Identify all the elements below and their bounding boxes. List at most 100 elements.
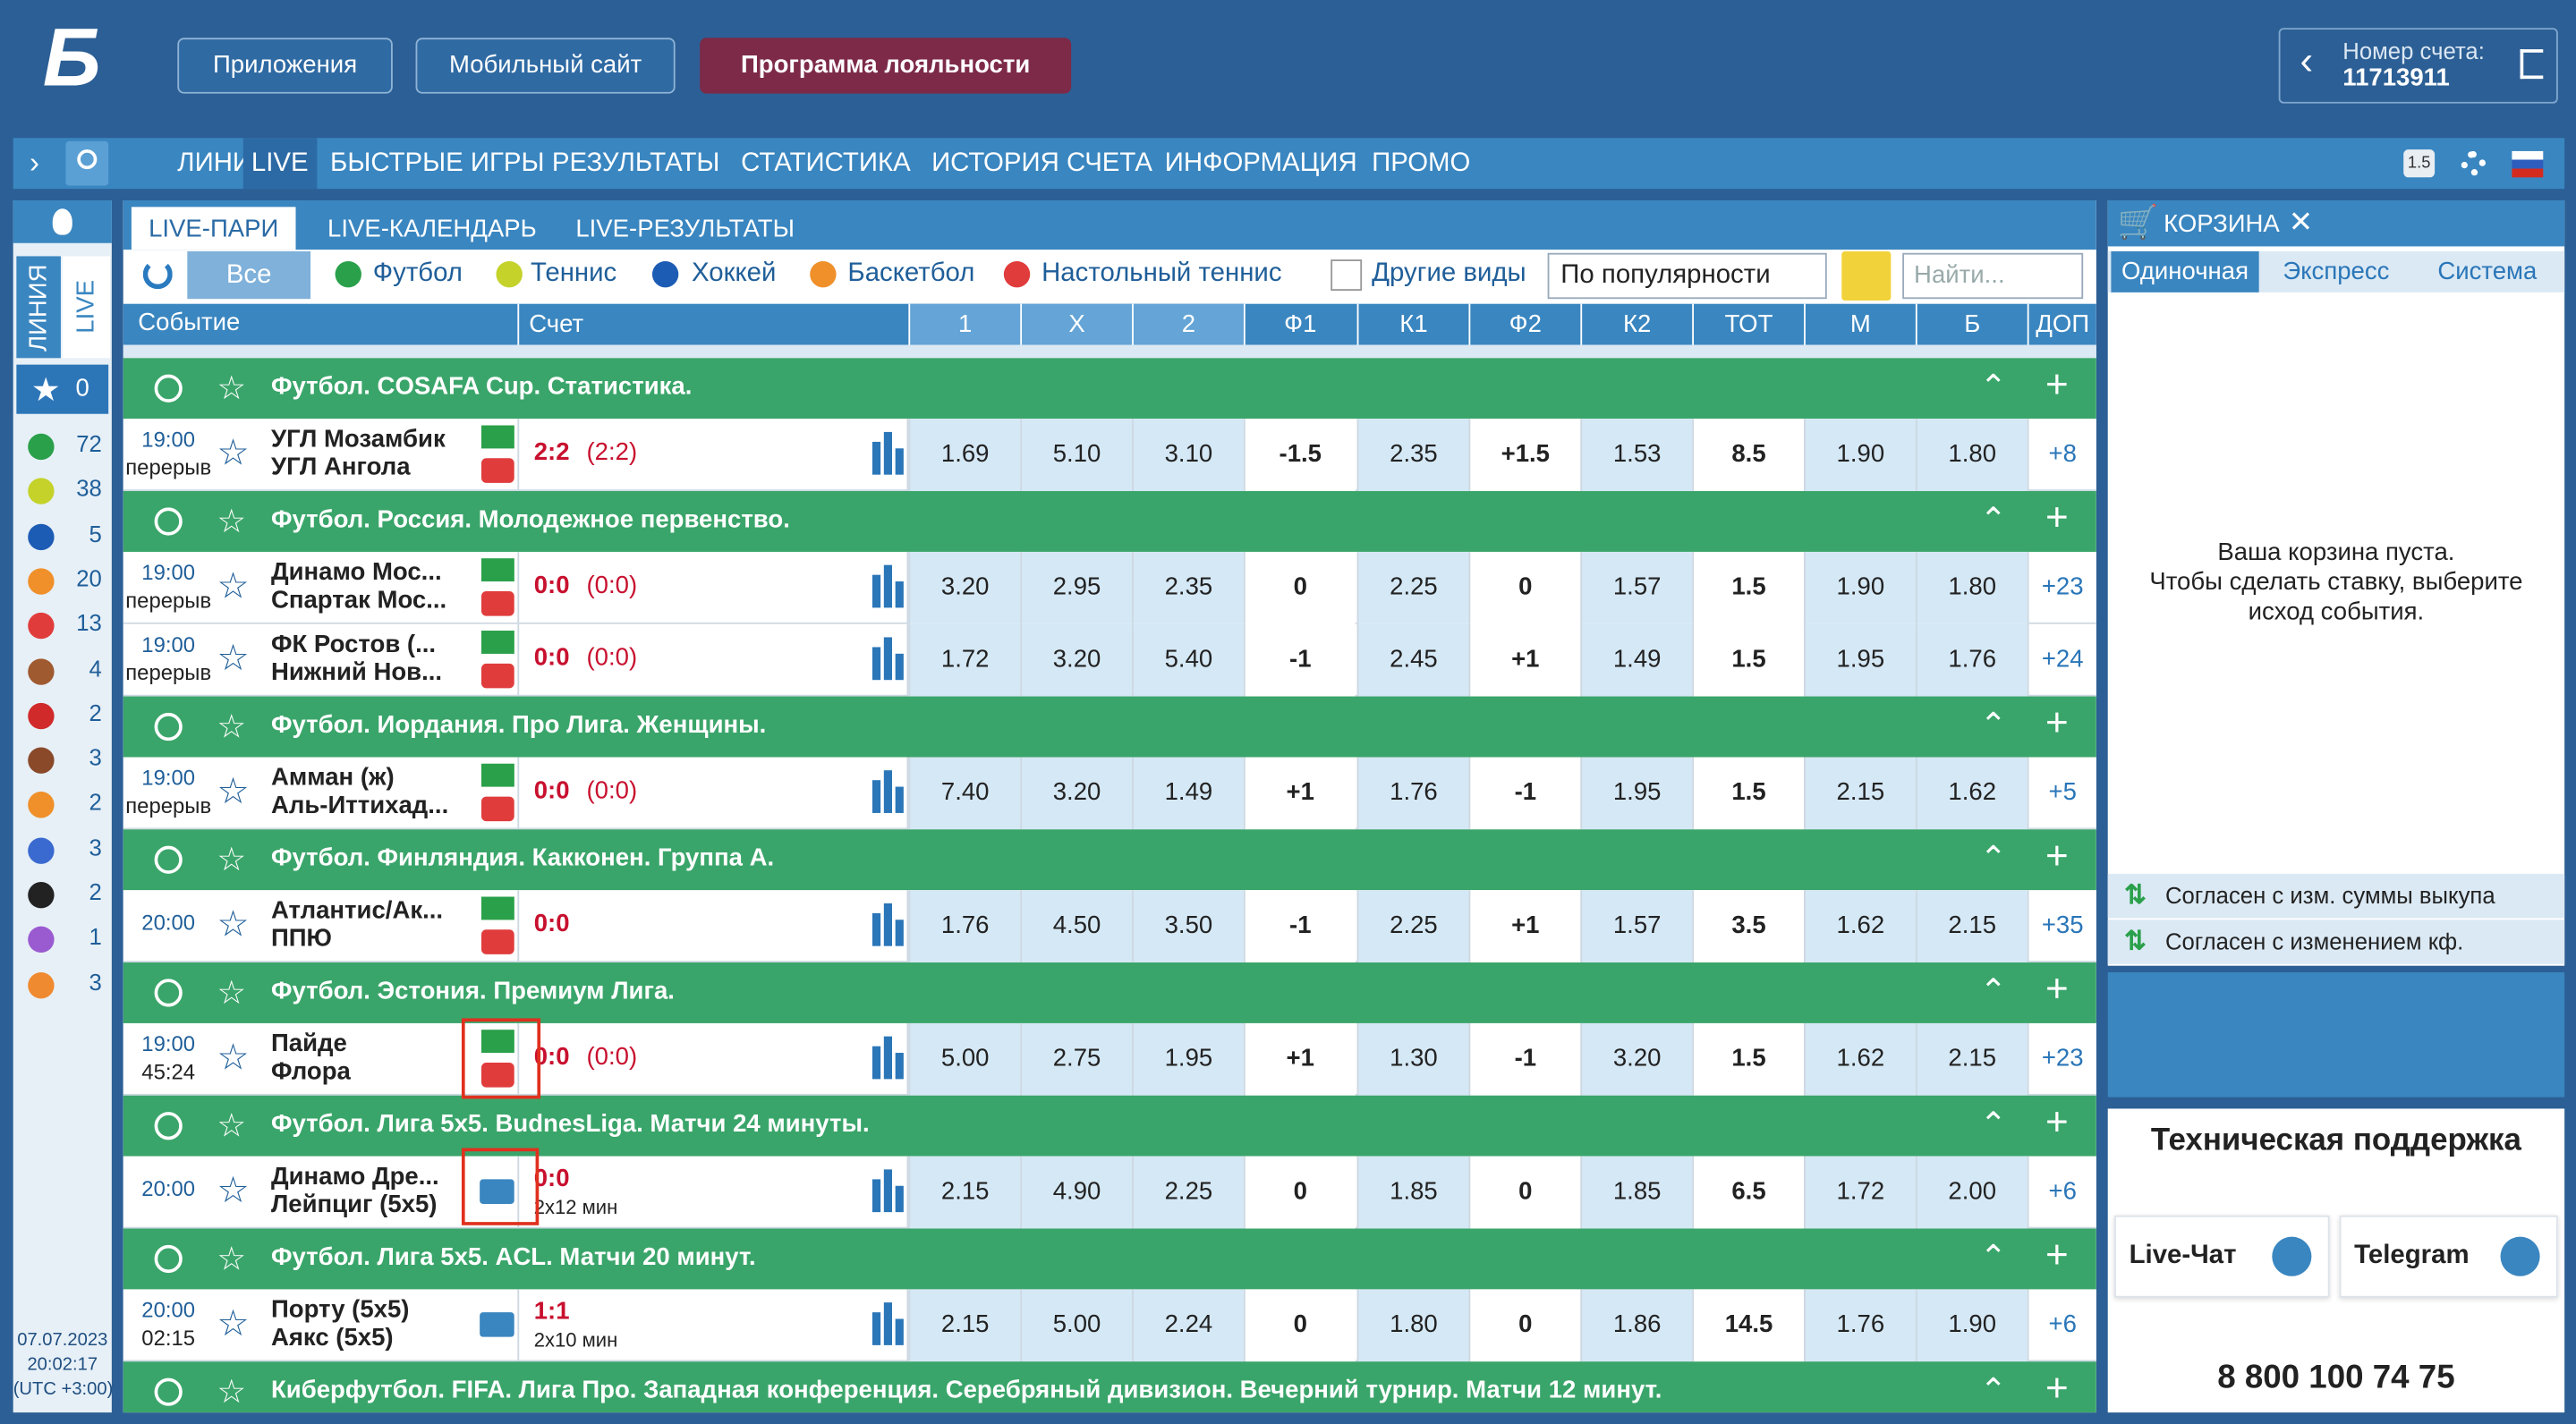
stats-icon[interactable] [871, 1046, 881, 1080]
support-button[interactable]: Telegram [2339, 1215, 2558, 1298]
odds-cell[interactable]: 1.95 [1132, 1022, 1244, 1096]
odds-cell[interactable]: 1.76 [1356, 757, 1469, 830]
expand-icon[interactable]: + [2045, 362, 2069, 408]
odds-cell[interactable]: 2.25 [1356, 890, 1469, 963]
collapse-icon[interactable]: ⌃ [1979, 973, 2008, 1011]
video-icon[interactable] [480, 663, 514, 689]
favorite-star[interactable]: ☆ [217, 975, 247, 1013]
team-name[interactable]: Атлантис/Ак... [270, 896, 444, 925]
odds-cell[interactable]: -1 [1468, 757, 1581, 830]
favorite-star[interactable]: ☆ [217, 1169, 250, 1211]
league-title[interactable]: Футбол. COSAFA Cup. Статистика. [270, 372, 693, 402]
stats-icon[interactable] [883, 1302, 893, 1345]
odds-cell[interactable]: 1.62 [1804, 890, 1916, 963]
expand-icon[interactable]: + [2045, 1100, 2069, 1145]
field-icon[interactable] [480, 558, 514, 582]
team-name[interactable]: Динамо Мос... [270, 558, 442, 587]
odds-cell[interactable]: 1.5 [1692, 623, 1805, 697]
odds-cell[interactable]: +1.5 [1468, 419, 1581, 492]
league-title[interactable]: Футбол. Лига 5х5. BudnesLiga. Матчи 24 м… [270, 1110, 870, 1139]
more-markets[interactable]: +6 [2027, 1156, 2096, 1229]
odds-cell[interactable]: 1.95 [1580, 757, 1693, 830]
sport-item[interactable]: 20 [13, 560, 112, 603]
stats-icon[interactable] [883, 431, 893, 475]
field-icon[interactable] [480, 631, 514, 654]
favorite-star[interactable]: ☆ [217, 431, 250, 473]
stats-icon[interactable] [871, 647, 881, 681]
stats-icon[interactable] [871, 912, 881, 946]
odds-cell[interactable]: 4.50 [1020, 890, 1133, 963]
odds-cell[interactable]: 1.85 [1356, 1156, 1469, 1229]
odds-cell[interactable]: 1.76 [908, 890, 1021, 963]
collapse-icon[interactable]: ⌃ [1979, 502, 2008, 539]
sport-filter[interactable]: Футбол [372, 259, 463, 288]
odds-cell[interactable]: 3.5 [1692, 890, 1805, 963]
sport-item[interactable]: 2 [13, 874, 112, 917]
cart-tab[interactable]: Экспресс [2283, 258, 2390, 286]
team-name[interactable]: ФК Ростов (... [270, 631, 437, 659]
favorite-star[interactable]: ☆ [217, 770, 250, 812]
filter-icon[interactable] [810, 260, 837, 288]
search-input[interactable]: Найти... [1902, 252, 2084, 300]
events-tab[interactable]: LIVE-КАЛЕНДАРЬ [327, 215, 537, 243]
sport-item[interactable]: 3 [13, 829, 112, 872]
settings-icon[interactable] [2461, 150, 2487, 176]
odds-cell[interactable]: 14.5 [1692, 1289, 1805, 1362]
filter-icon[interactable] [335, 260, 361, 288]
option-label[interactable]: Согласен с изм. суммы выкупа [2164, 882, 2495, 909]
league-title[interactable]: Футбол. Иордания. Про Лига. Женщины. [270, 711, 767, 740]
odds-cell[interactable]: 1.62 [1915, 757, 2028, 830]
odds-cell[interactable]: 3.20 [1580, 1022, 1693, 1096]
odds-cell[interactable]: 1.49 [1580, 623, 1693, 697]
odds-cell[interactable]: 1.69 [908, 419, 1021, 492]
odds-cell[interactable]: 7.40 [908, 757, 1021, 830]
odds-cell[interactable]: 3.50 [1132, 890, 1244, 963]
odds-cell[interactable]: 1.5 [1692, 1022, 1805, 1096]
stats-icon[interactable] [895, 448, 904, 475]
odds-cell[interactable]: 3.20 [908, 551, 1021, 624]
league-title[interactable]: Киберфутбол. FIFA. Лига Про. Западная ко… [270, 1376, 1662, 1404]
collapse-icon[interactable]: ⌃ [1979, 1106, 2008, 1144]
odds-cell[interactable]: 3.10 [1132, 419, 1244, 492]
odds-cell[interactable]: 1.90 [1804, 419, 1916, 492]
odds-cell[interactable]: 1.80 [1915, 419, 2028, 492]
team-name[interactable]: Аль-Иттихад... [270, 792, 449, 820]
collapse-icon[interactable]: ⌃ [1979, 369, 2008, 406]
favorite-star[interactable]: ☆ [217, 903, 250, 945]
team-name[interactable]: УГЛ Ангола [270, 453, 411, 482]
league-title[interactable]: Футбол. Россия. Молодежное первенство. [270, 505, 790, 534]
odds-cell[interactable]: 1.80 [1356, 1289, 1469, 1362]
odds-cell[interactable]: 1.90 [1915, 1289, 2028, 1362]
odds-cell[interactable]: 1.72 [908, 623, 1021, 697]
favorite-star[interactable]: ☆ [217, 637, 250, 679]
nav-item[interactable]: СТАТИСТИКА [741, 149, 911, 178]
odds-cell[interactable]: 2.25 [1132, 1156, 1244, 1229]
team-name[interactable]: Флора [270, 1057, 351, 1086]
language-flag[interactable] [2512, 150, 2544, 178]
more-markets[interactable]: +23 [2027, 1022, 2096, 1096]
more-markets[interactable]: +24 [2027, 623, 2096, 697]
odds-cell[interactable]: 1.62 [1804, 1022, 1916, 1096]
odds-cell[interactable]: 2.15 [1915, 1022, 2028, 1096]
field-icon[interactable] [480, 896, 514, 920]
more-markets[interactable]: +5 [2027, 757, 2096, 830]
refresh-button[interactable] [142, 259, 173, 290]
favorite-star[interactable]: ☆ [217, 842, 247, 879]
league-title[interactable]: Футбол. Лига 5х5. ACL. Матчи 20 минут. [270, 1243, 756, 1272]
header-button[interactable]: Программа лояльности [700, 38, 1072, 94]
odds-cell[interactable]: -1 [1243, 623, 1356, 697]
field-icon[interactable] [480, 763, 514, 787]
odds-cell[interactable]: -1 [1468, 1022, 1581, 1096]
filter-icon[interactable] [496, 260, 523, 288]
odds-cell[interactable]: 1.85 [1580, 1156, 1693, 1229]
odds-cell[interactable]: 0 [1468, 1289, 1581, 1362]
tv-icon[interactable] [480, 1312, 514, 1337]
video-icon[interactable] [480, 796, 514, 822]
speed-badge[interactable]: 1.5 [2403, 149, 2436, 178]
sport-item[interactable]: 3 [13, 739, 112, 782]
option-label[interactable]: Согласен с изменением кф. [2164, 928, 2464, 954]
events-tab[interactable]: LIVE-ПАРИ [131, 207, 296, 250]
favorite-star[interactable]: ☆ [217, 370, 247, 408]
odds-cell[interactable]: 1.57 [1580, 551, 1693, 624]
stats-icon[interactable] [883, 564, 893, 608]
